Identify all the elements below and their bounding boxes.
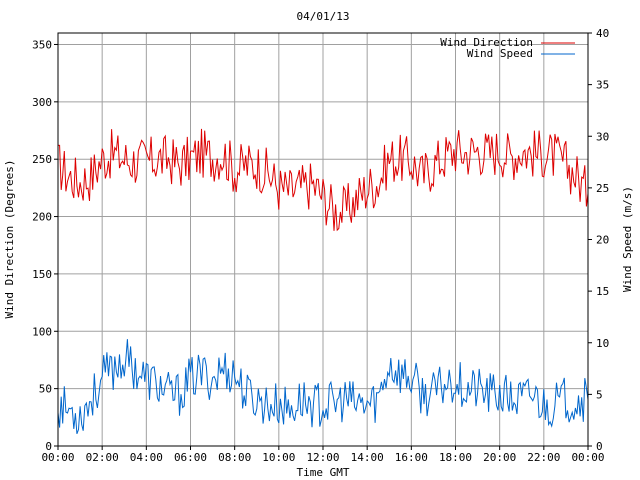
grid-lines [58,33,588,446]
wind-speed-series [57,339,589,434]
y-tick-label-right: 30 [596,130,609,143]
x-tick-label: 20:00 [483,451,516,464]
x-tick-label: 10:00 [262,451,295,464]
x-tick-label: 00:00 [41,451,74,464]
x-tick-label: 08:00 [218,451,251,464]
x-tick-label: 22:00 [527,451,560,464]
y-tick-label-right: 40 [596,27,609,40]
y-tick-label-right: 0 [596,440,603,453]
y-tick-label-right: 5 [596,388,603,401]
x-tick-label: 12:00 [306,451,339,464]
x-tick-label: 02:00 [86,451,119,464]
x-tick-label: 14:00 [351,451,384,464]
y-tick-label-left: 350 [32,38,52,51]
x-tick-label: 06:00 [174,451,207,464]
x-tick-label: 00:00 [571,451,604,464]
x-tick-label: 16:00 [395,451,428,464]
y-tick-label-left: 300 [32,96,52,109]
y-axis-label-left: Wind Direction (Degrees) [3,160,16,319]
y-tick-label-left: 100 [32,325,52,338]
y-tick-label-right: 25 [596,182,609,195]
x-tick-label: 04:00 [130,451,163,464]
axis-ticks: 00:00 02:00 04:00 06:00 08:00 10:00 12:00 14:00… [32,27,609,464]
y-tick-label-right: 15 [596,285,609,298]
wind-direction-series [57,128,589,232]
y-axis-label-right: Wind Speed (m/s) [621,186,634,292]
x-axis-label: Time GMT [297,466,350,479]
wind-direction-line [57,128,589,232]
y-tick-label-right: 35 [596,79,609,92]
chart-title: 04/01/13 [297,10,350,23]
y-tick-label-left: 50 [39,383,52,396]
y-tick-label-right: 10 [596,337,609,350]
wind-speed-line [57,339,589,434]
x-tick-label: 18:00 [439,451,472,464]
y-tick-label-left: 250 [32,153,52,166]
y-tick-label-left: 0 [45,440,52,453]
legend: Wind Direction Wind Speed [440,36,575,60]
legend-label-wind-direction: Wind Direction [440,36,533,49]
y-tick-label-left: 150 [32,268,52,281]
legend-label-wind-speed: Wind Speed [467,47,533,60]
y-tick-label-left: 200 [32,211,52,224]
y-tick-label-right: 20 [596,234,609,247]
